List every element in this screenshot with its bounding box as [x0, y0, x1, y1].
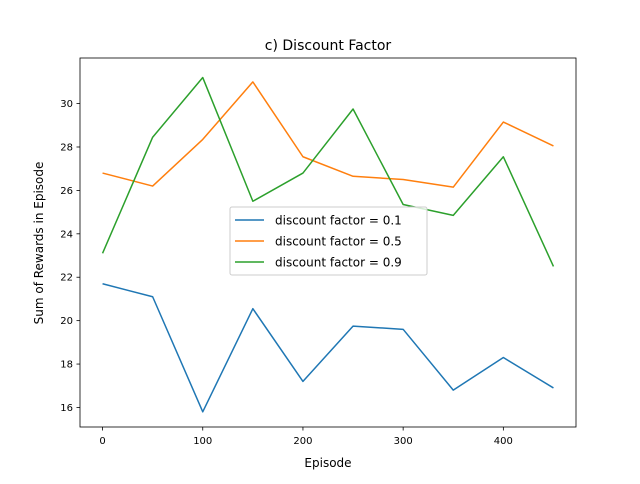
plot-frame — [79, 57, 577, 428]
legend: discount factor = 0.1 discount factor = 0… — [229, 206, 428, 276]
y-tick-label: 24 — [60, 229, 73, 240]
series-line-2 — [101, 76, 555, 267]
x-tick-label: 300 — [394, 436, 413, 447]
y-tick-label: 18 — [60, 360, 73, 371]
series-line-0 — [102, 283, 554, 413]
y-axis-label: Sum of Rewards in Episode — [32, 162, 46, 325]
y-tick-label: 16 — [60, 403, 73, 414]
x-tick-label: 0 — [99, 436, 105, 447]
y-axis-ticks: 16 18 20 22 24 26 28 30 — [60, 99, 80, 414]
y-tick-label: 30 — [60, 99, 73, 110]
y-tick-label: 28 — [60, 142, 73, 153]
series-layer — [101, 76, 555, 413]
legend-box — [229, 206, 428, 276]
series-line-1 — [102, 81, 554, 188]
x-tick-label: 400 — [494, 436, 513, 447]
x-tick-label: 200 — [293, 436, 312, 447]
y-tick-label: 26 — [60, 186, 73, 197]
legend-label-0: discount factor = 0.1 — [275, 214, 402, 228]
x-tick-label: 100 — [193, 436, 212, 447]
chart-title: c) Discount Factor — [265, 38, 392, 54]
y-tick-label: 22 — [60, 273, 73, 284]
x-axis-ticks: 0 100 200 300 400 — [99, 427, 513, 447]
legend-label-2: discount factor = 0.9 — [275, 256, 402, 270]
y-tick-label: 20 — [60, 316, 73, 327]
x-axis-label: Episode — [304, 456, 351, 470]
legend-label-1: discount factor = 0.5 — [275, 235, 402, 249]
